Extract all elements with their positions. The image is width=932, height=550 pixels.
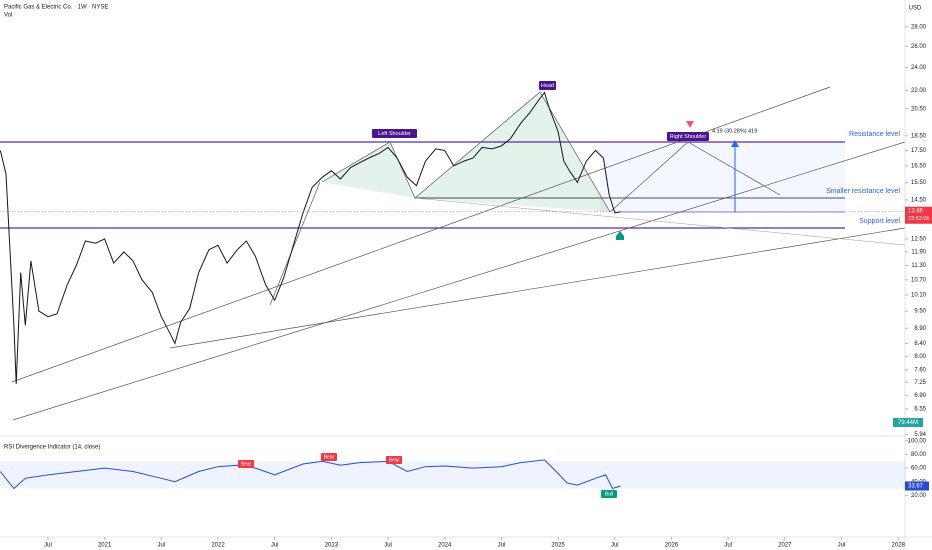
rsi-tick-label: 60.00 [911, 466, 927, 472]
y-tick-label: 8.90 [914, 326, 926, 332]
x-tick-label: Jul [611, 543, 619, 549]
x-tick-label: Jul [838, 543, 846, 549]
label-box [667, 132, 709, 141]
head-zone [415, 92, 610, 212]
y-tick-label: 6.90 [914, 393, 926, 399]
rsi-tick-label: 100.00 [908, 438, 927, 444]
signal-label: Bear [241, 461, 252, 467]
y-tick-label: 26.00 [911, 44, 927, 50]
x-tick-label: 2022 [211, 543, 225, 549]
y-tick-label: 22.00 [911, 88, 927, 94]
y-tick-label: 10.10 [911, 293, 927, 299]
annotation: Head [541, 83, 554, 89]
x-tick-label: Jul [498, 543, 506, 549]
annotation: Right Shoulder [670, 134, 707, 140]
y-tick-label: 12.50 [911, 236, 927, 242]
price-line [0, 91, 621, 385]
signal-badge [386, 456, 402, 464]
pattern-line [539, 91, 611, 213]
y-tick-label: 8.00 [914, 354, 926, 360]
y-tick-label: 7.25 [914, 380, 926, 386]
signal-badge [321, 453, 337, 461]
y-tick-label: 16.50 [911, 163, 927, 169]
trend-line [169, 227, 906, 349]
volume-last: 79.44M [898, 420, 918, 426]
volume-label: Vol [4, 13, 12, 19]
pattern-line [609, 141, 689, 213]
y-tick-label: 17.50 [911, 148, 927, 154]
x-tick-label: 2027 [778, 543, 792, 549]
signal-label: Bull [605, 491, 613, 497]
rsi-title: RSI Divergence Indicator (14, close) [4, 445, 100, 451]
pattern-line [321, 141, 391, 183]
y-tick-label: 11.30 [911, 263, 926, 269]
currency: USD [909, 6, 922, 12]
x-tick-label: Jul [44, 543, 52, 549]
signal-badge [238, 460, 254, 468]
volume-badge [893, 418, 923, 427]
symbol-title: Pacific Gas & Electric Co. · 1W · NYSE [4, 5, 108, 11]
y-tick-label: 10.70 [911, 277, 927, 283]
y-tick-label: 6.55 [914, 406, 926, 412]
y-tick-label: 5.94 [914, 432, 926, 438]
y-tick-label: 24.00 [911, 65, 927, 71]
label-box [539, 81, 556, 90]
sell-arrow [686, 121, 694, 128]
y-tick-label: 7.60 [914, 367, 926, 373]
pattern-line [414, 91, 541, 199]
pattern-line [687, 141, 781, 196]
annotation: Left Shoulder [378, 131, 411, 137]
x-tick-label: Jul [157, 543, 165, 549]
y-tick-label: 28.00 [911, 24, 927, 30]
rsi-tick-label: 20.00 [911, 493, 927, 499]
signal-badge [601, 490, 617, 498]
y-tick-label: 15.50 [911, 180, 927, 186]
y-tick-label: 9.50 [914, 309, 926, 315]
rsi-badge [905, 481, 929, 491]
y-tick-label: 8.40 [914, 341, 926, 347]
x-tick-label: Jul [724, 543, 732, 549]
y-tick-label: 18.50 [911, 133, 927, 139]
signal-label: Bear [324, 454, 335, 460]
rsi-line [0, 459, 621, 490]
rsi-tick-label: 80.00 [911, 452, 927, 458]
left-shoulder-zone [322, 142, 415, 198]
rsi-band [0, 461, 905, 489]
pattern-line [389, 141, 416, 199]
x-tick-label: 2021 [98, 543, 112, 549]
x-tick-label: 2028 [892, 543, 906, 549]
x-tick-label: Jul [384, 543, 392, 549]
x-tick-label: 2024 [438, 543, 452, 549]
neckline-extension [414, 197, 906, 246]
x-tick-label: 2023 [325, 543, 339, 549]
annotation: Smaller resistance level [826, 188, 900, 195]
target-arrow-head [731, 140, 739, 147]
buy-arrow [616, 231, 624, 236]
trend-line [12, 141, 906, 421]
label-box [372, 129, 417, 138]
last-price-label: 13.86 [908, 208, 924, 214]
y-tick-label: 20.50 [911, 106, 927, 112]
x-tick-label: 2025 [551, 543, 565, 549]
trend-line [269, 181, 321, 306]
signal-label: Bear [389, 457, 400, 463]
x-tick-label: Jul [271, 543, 279, 549]
rsi-last-label: 33.67 [908, 484, 924, 490]
countdown: 23:52:06 [908, 216, 929, 222]
target-zone [600, 142, 845, 212]
last-price-badge [905, 206, 932, 224]
annotation: 4.19 (30.28%) 419 [712, 128, 757, 134]
y-tick-label: 11.90 [911, 249, 926, 255]
buy-arrow [616, 236, 624, 240]
annotation: Resistance level [849, 131, 900, 138]
annotation: Support level [859, 218, 900, 225]
y-tick-label: 14.50 [911, 197, 927, 203]
x-tick-label: 2026 [665, 543, 679, 549]
